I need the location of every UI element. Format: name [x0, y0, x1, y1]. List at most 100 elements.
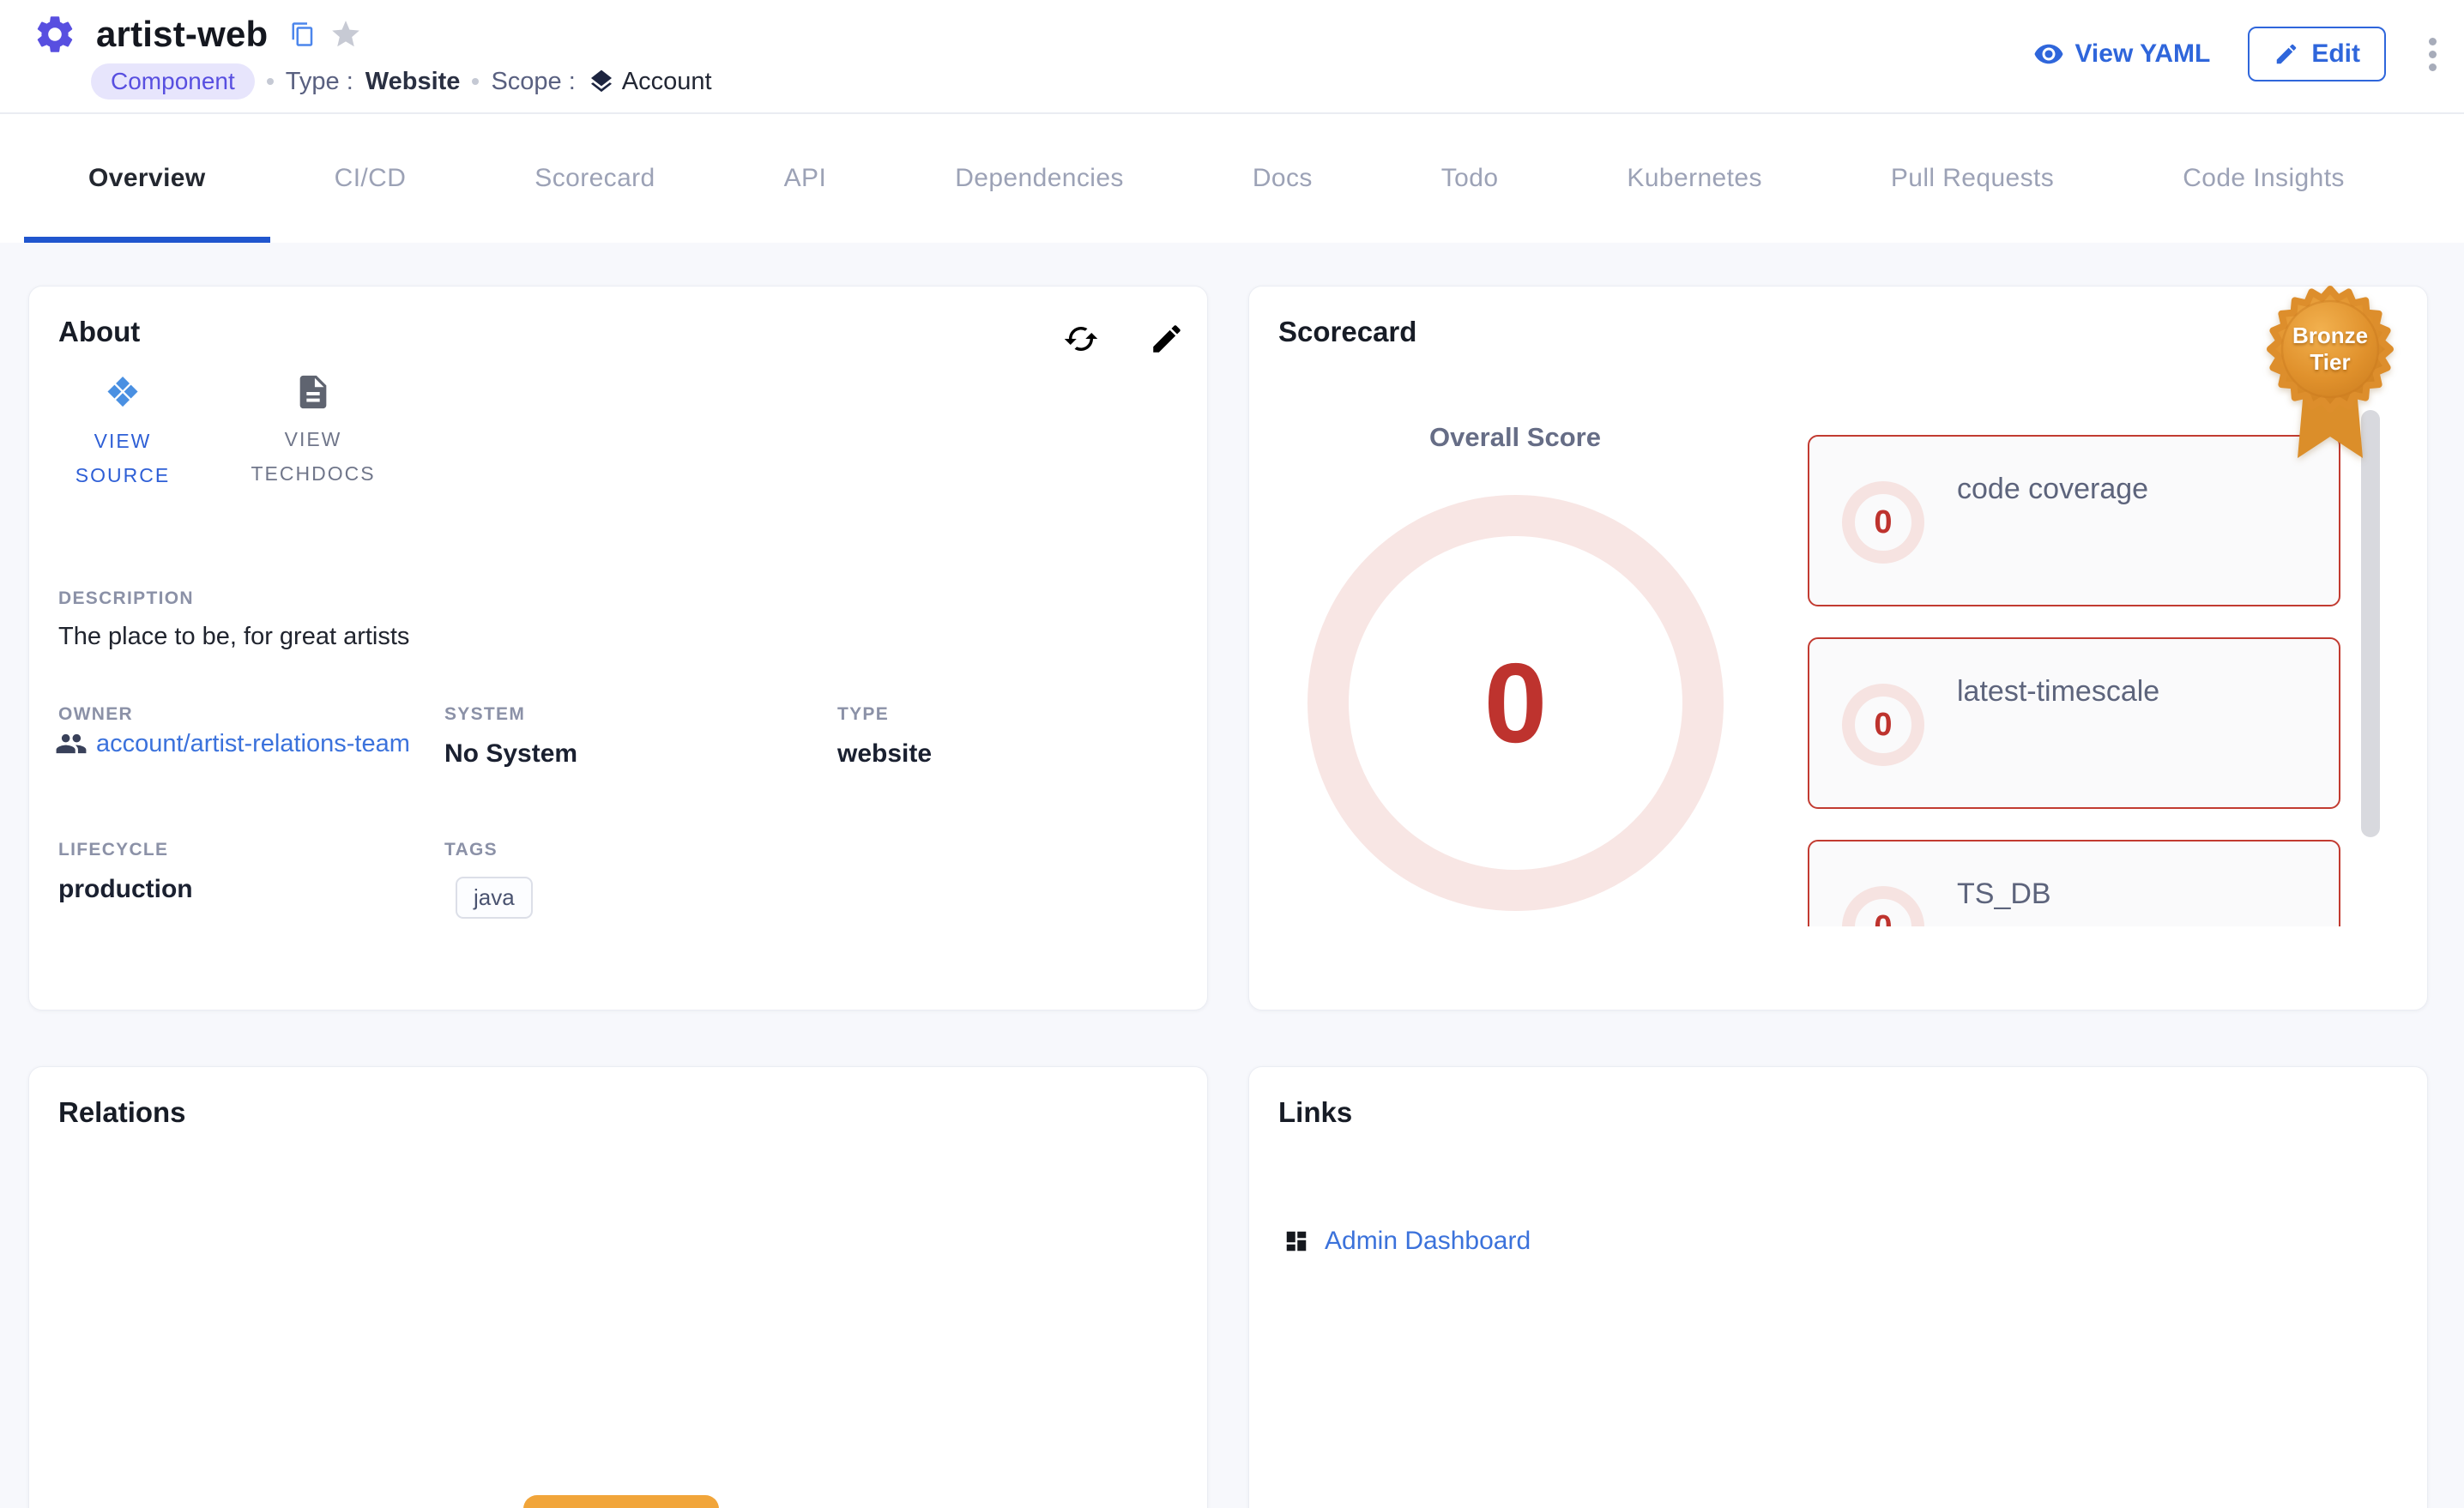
badge-line-1: Bronze	[2292, 323, 2369, 348]
badge-line-2: Tier	[2310, 349, 2351, 375]
tab-overview[interactable]: Overview	[24, 114, 270, 243]
tab-api[interactable]: API	[720, 114, 891, 243]
bronze-tier-badge-text: Bronze Tier	[2266, 323, 2395, 376]
scope-label: Scope :	[491, 67, 576, 95]
dot-separator	[266, 78, 274, 85]
overall-score-value: 0	[1483, 640, 1548, 766]
tab-label: API	[783, 164, 827, 192]
copy-name-icon[interactable]	[290, 21, 316, 47]
source-diamond-icon: ❖	[104, 369, 142, 417]
score-ring: 0	[1842, 481, 1924, 564]
tab-label: Scorecard	[534, 164, 655, 192]
scope-value: Account	[588, 68, 712, 96]
type-field-value: website	[837, 739, 933, 768]
view-yaml-button[interactable]: View YAML	[2033, 39, 2210, 69]
refresh-icon[interactable]	[1063, 321, 1099, 357]
tab-label: Dependencies	[955, 164, 1124, 192]
score-value: 0	[1874, 504, 1893, 540]
score-item-label: code coverage	[1957, 473, 2149, 505]
score-item-label: TS_DB	[1957, 878, 2051, 910]
tab-kubernetes[interactable]: Kubernetes	[1562, 114, 1826, 243]
tags-label: TAGS	[444, 840, 498, 860]
eye-icon	[2034, 44, 2063, 64]
description-value: The place to be, for great artists	[58, 623, 410, 650]
links-card: Links Admin Dashboard	[1248, 1066, 2428, 1508]
overall-score-donut: 0	[1307, 495, 1724, 911]
owner-link[interactable]: account/artist-relations-team	[96, 730, 410, 757]
edit-button-label: Edit	[2311, 39, 2360, 68]
relations-bottom-button[interactable]	[523, 1495, 719, 1508]
pencil-icon	[2277, 44, 2297, 64]
overall-score-label: Overall Score	[1429, 422, 1601, 452]
score-ring: 0	[1842, 684, 1924, 766]
scorecard-card-title: Scorecard	[1278, 316, 1417, 347]
tab-label: Code Insights	[2183, 164, 2345, 192]
tab-scorecard[interactable]: Scorecard	[470, 114, 719, 243]
owner-label: OWNER	[58, 704, 133, 724]
score-ring: 0	[1842, 886, 1924, 926]
tab-label: Todo	[1440, 164, 1499, 192]
dashboard-grid-icon	[1286, 1231, 1307, 1252]
tab-code-insights[interactable]: Code Insights	[2118, 114, 2409, 243]
kind-chip[interactable]: Component	[91, 63, 255, 100]
about-card-title: About	[58, 316, 141, 347]
tab-dependencies[interactable]: Dependencies	[891, 114, 1188, 243]
lifecycle-label: LIFECYCLE	[58, 840, 169, 860]
view-techdocs-label: VIEW TECHDOCS	[251, 428, 376, 485]
layers-icon	[590, 69, 612, 93]
relations-card-title: Relations	[58, 1096, 186, 1128]
favorite-star-icon[interactable]	[329, 18, 362, 51]
entity-tabs: Overview CI/CD Scorecard API Dependencie…	[0, 114, 2464, 243]
scorecard-item-latest-timescale[interactable]: 0 latest-timescale	[1808, 637, 2340, 809]
entity-header: artist-web Component Type : Website Scop…	[0, 0, 2464, 114]
about-actions: ❖ VIEW SOURCE VIEW TECHDOCS	[43, 372, 393, 492]
view-source-button[interactable]: ❖ VIEW SOURCE	[43, 372, 202, 492]
bronze-tier-badge: Bronze Tier	[2266, 285, 2395, 469]
component-gear-icon	[37, 16, 73, 52]
edit-button[interactable]: Edit	[2248, 27, 2386, 81]
type-field-label: TYPE	[837, 704, 890, 724]
document-icon	[299, 375, 327, 409]
tag-chip-java[interactable]: java	[456, 877, 533, 919]
tab-docs[interactable]: Docs	[1188, 114, 1377, 243]
scorecard-item-list: 0 code coverage 0 latest-timescale 0 TS_…	[1808, 435, 2340, 926]
view-yaml-label: View YAML	[2074, 39, 2211, 68]
score-value: 0	[1874, 909, 1892, 927]
tab-label: Kubernetes	[1627, 164, 1762, 192]
edit-metadata-pencil-icon[interactable]	[1149, 321, 1185, 357]
tab-pull-requests[interactable]: Pull Requests	[1827, 114, 2118, 243]
header-actions: View YAML Edit	[2033, 26, 2442, 82]
tab-ci-cd[interactable]: CI/CD	[270, 114, 471, 243]
scorecard-item-ts-db[interactable]: 0 TS_DB	[1808, 840, 2340, 926]
scorecard-card: Scorecard Overall Score 0 0 code coverag…	[1248, 286, 2428, 1010]
tab-label: Overview	[88, 164, 206, 192]
lifecycle-value: production	[58, 875, 193, 903]
type-label: Type :	[285, 67, 353, 95]
system-value: No System	[444, 739, 578, 768]
admin-dashboard-link[interactable]: Admin Dashboard	[1325, 1227, 1531, 1255]
view-source-label: VIEW SOURCE	[75, 430, 171, 486]
links-card-title: Links	[1278, 1096, 1353, 1128]
relations-card: Relations	[28, 1066, 1208, 1508]
view-techdocs-button[interactable]: VIEW TECHDOCS	[233, 372, 393, 492]
bronze-tier-ribbon-seal	[2267, 286, 2394, 458]
description-label: DESCRIPTION	[58, 588, 194, 608]
system-label: SYSTEM	[444, 704, 526, 724]
tab-todo[interactable]: Todo	[1377, 114, 1563, 243]
tab-label: CI/CD	[334, 164, 407, 192]
dot-separator	[472, 78, 480, 85]
scope-value-text: Account	[621, 67, 712, 95]
tab-label: Docs	[1252, 164, 1313, 192]
type-value: Website	[365, 67, 461, 95]
group-icon	[56, 733, 87, 754]
entity-title-row: artist-web	[33, 12, 362, 57]
score-item-label: latest-timescale	[1957, 675, 2160, 708]
scorecard-scrollbar[interactable]	[2361, 410, 2380, 837]
page-title: artist-web	[96, 14, 269, 54]
entity-subtitle-row: Component Type : Website Scope : Account	[91, 63, 712, 100]
more-options-kebab-icon[interactable]	[2424, 33, 2442, 76]
about-card-tools	[1063, 321, 1185, 357]
scorecard-item-code-coverage[interactable]: 0 code coverage	[1808, 435, 2340, 606]
owner-value: account/artist-relations-team	[55, 726, 424, 762]
link-row: Admin Dashboard	[1283, 1227, 1531, 1256]
